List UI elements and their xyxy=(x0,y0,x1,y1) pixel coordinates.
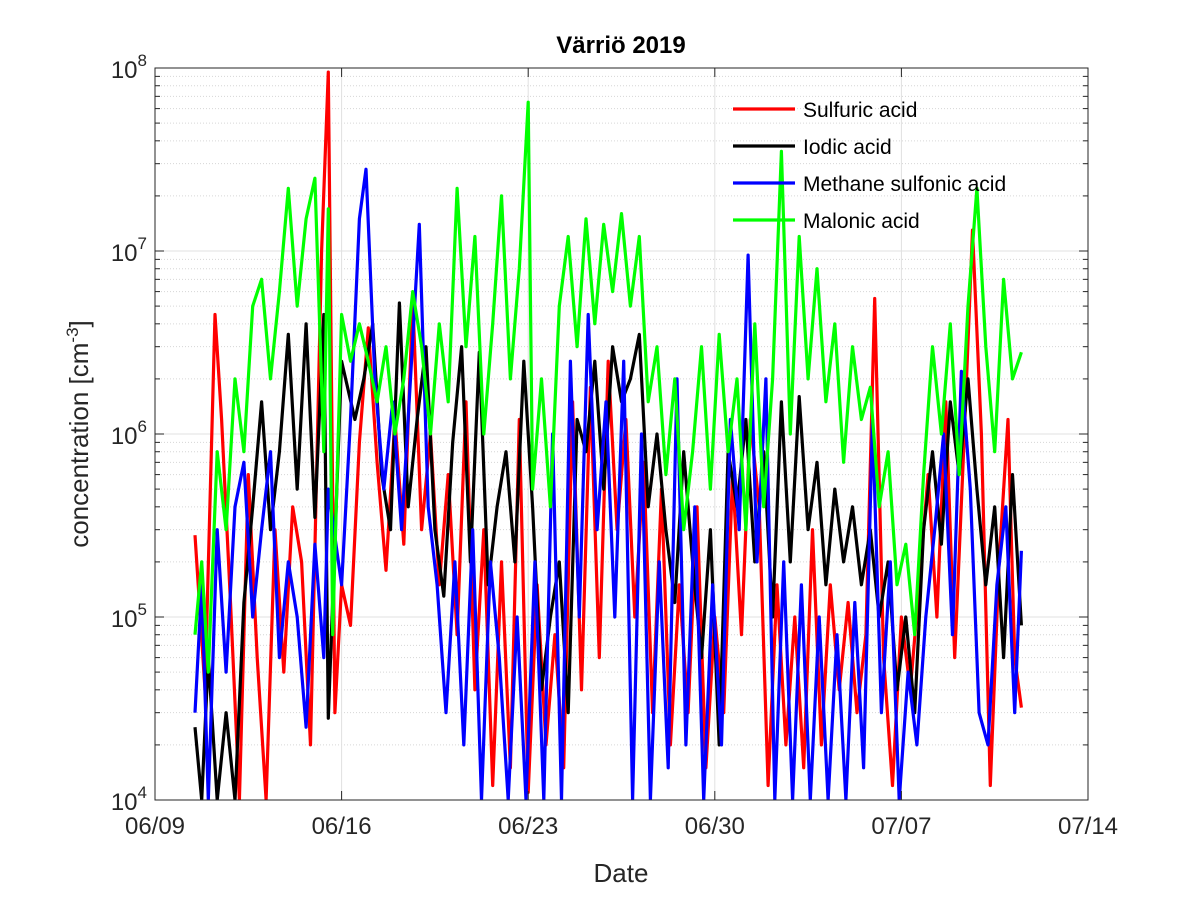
y-axis-label-exponent: -3 xyxy=(63,327,82,342)
x-axis-label: Date xyxy=(594,858,649,888)
x-tick-label: 06/09 xyxy=(125,813,185,840)
minor-grid xyxy=(155,75,1088,746)
y-axis-label-close: ] xyxy=(64,320,94,327)
legend: Sulfuric acid Iodic acid Methane sulfonic … xyxy=(733,99,1006,233)
y-tick-label: 106 xyxy=(111,417,147,450)
legend-label-4: Malonic acid xyxy=(803,210,920,233)
series-line-4 xyxy=(193,100,1023,674)
legend-label-3: Methane sulfonic acid xyxy=(803,173,1006,196)
y-axis-label-base: concentration [cm xyxy=(64,343,94,548)
legend-label-2: Iodic acid xyxy=(803,136,892,159)
series-line-3 xyxy=(193,167,1023,800)
series-layer xyxy=(193,70,1023,800)
tick-marks xyxy=(154,67,1089,801)
x-tick-label: 06/30 xyxy=(685,813,745,840)
plot-frame xyxy=(154,67,1089,801)
x-tick-label: 06/23 xyxy=(498,813,558,840)
y-tick-label: 105 xyxy=(111,600,147,633)
x-tick-label: 07/07 xyxy=(871,813,931,840)
y-tick-label: 107 xyxy=(111,234,147,267)
legend-label-1: Sulfuric acid xyxy=(803,99,917,122)
chart-title: Värriö 2019 xyxy=(556,32,685,59)
x-tick-label: 07/14 xyxy=(1058,813,1118,840)
y-tick-label: 108 xyxy=(111,51,147,84)
y-tick-label: 104 xyxy=(111,783,147,816)
x-tick-labels: 06/09 06/16 06/23 06/30 07/07 07/14 xyxy=(125,813,1118,840)
y-tick-labels: 104 105 106 107 108 xyxy=(111,51,147,816)
x-tick-label: 06/16 xyxy=(312,813,372,840)
y-axis-label: concentration [cm-3] xyxy=(63,320,94,548)
